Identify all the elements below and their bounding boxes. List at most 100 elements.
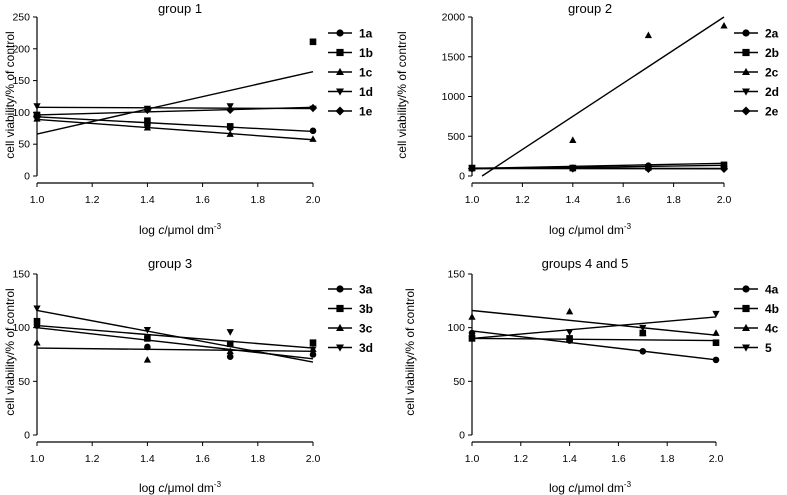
fit-line-2c: [481, 16, 725, 177]
legend-label-2c: 2c: [765, 66, 779, 80]
y-tick-label: 0: [459, 171, 465, 183]
y-tick-label: 150: [12, 269, 30, 281]
x-axis-label-prefix: log: [549, 223, 568, 237]
series-1c: 1c: [33, 66, 373, 142]
data-point-2e-1: [467, 164, 477, 173]
legend-marker-5: [742, 344, 750, 352]
data-point-5-3: [639, 324, 647, 332]
data-point-1c-2: [143, 123, 152, 131]
legend-label-2a: 2a: [765, 27, 779, 41]
data-point-3c-2: [143, 356, 152, 363]
legend-marker-2d: [742, 88, 750, 96]
x-axis-label: log c/μmol dm-3: [549, 480, 632, 495]
series-5: 5: [468, 310, 772, 355]
legend-marker-3a: [336, 285, 344, 293]
y-tick-label: 100: [447, 322, 465, 334]
data-point-2c-3: [644, 31, 653, 39]
x-tick-label: 1.2: [513, 453, 528, 465]
legend-label-2b: 2b: [765, 46, 779, 60]
legend-label-4c: 4c: [765, 322, 779, 336]
x-tick-label: 1.8: [666, 194, 681, 206]
legend-marker-1a: [336, 29, 344, 37]
x-tick-label: 1.0: [30, 453, 45, 465]
x-tick-label: 1.2: [515, 194, 530, 206]
x-axis-label-exponent: -3: [214, 222, 222, 231]
x-axis-label-unit: /μmol dm: [574, 223, 624, 237]
fit-line-1c: [36, 118, 314, 141]
legend-marker-2a: [742, 29, 750, 37]
x-axis-label-variable: c: [568, 223, 574, 237]
x-tick-label: 1.4: [562, 453, 577, 465]
x-axis-label-unit: /μmol dm: [164, 481, 214, 495]
data-point-3c-3: [226, 347, 234, 355]
y-tick-label: 50: [18, 139, 30, 151]
legend-marker-3d: [336, 344, 344, 352]
data-point-3b-2: [144, 335, 151, 342]
x-axis-label-prefix: log: [549, 481, 568, 495]
legend-marker-2b: [742, 48, 750, 57]
x-tick-label: 1.2: [85, 453, 100, 465]
series-1a: 1a: [33, 27, 373, 135]
series-2e: 2e: [467, 105, 779, 173]
y-tick-label: 50: [18, 376, 30, 388]
legend-label-4b: 4b: [765, 302, 779, 316]
data-point-3b-1: [33, 317, 41, 325]
fit-line-1e: [36, 106, 314, 116]
y-axis-label: cell viability/% of control: [3, 31, 17, 158]
series-2a: 2a: [468, 27, 779, 172]
data-point-3d-3: [226, 329, 234, 336]
data-point-5-4: [712, 310, 720, 318]
x-axis-label-variable: c: [568, 481, 574, 495]
legend-marker-1e: [335, 106, 345, 116]
x-tick-label: 1.8: [250, 453, 265, 465]
x-tick-label: 1.0: [30, 194, 45, 206]
y-axis-label: cell viability/% of control: [395, 31, 409, 158]
fit-line-3d: [36, 309, 314, 363]
x-tick-label: 2.0: [717, 194, 732, 206]
data-point-4a-4: [712, 356, 720, 364]
x-axis-label-variable: c: [158, 223, 164, 237]
x-axis-label-unit: /μmol dm: [574, 481, 624, 495]
y-tick-label: 0: [24, 430, 30, 442]
series-1d: 1d: [33, 85, 373, 113]
x-axis-label-exponent: -3: [624, 480, 632, 489]
fit-line-4c: [471, 309, 717, 336]
x-tick-label: 1.6: [616, 194, 631, 206]
data-point-1b-2: [144, 117, 151, 124]
x-tick-label: 1.6: [195, 453, 210, 465]
series-1e: 1e: [32, 103, 373, 121]
panel-group-2: group 2 0 500 1000 1500 2000 1.0 1.2 1.4 1.6 1.8 2.…: [395, 1, 779, 237]
y-tick-label: 0: [459, 430, 465, 442]
y-tick-label: 1500: [442, 51, 466, 63]
x-tick-label: 1.6: [611, 453, 626, 465]
legend-marker-1c: [336, 67, 344, 76]
series-4a: 4a: [468, 283, 779, 364]
chart-title: groups 4 and 5: [542, 256, 629, 271]
legend-label-3d: 3d: [359, 341, 373, 355]
legend-marker-4b: [742, 304, 750, 313]
data-point-3b-4: [309, 339, 317, 346]
legend-marker-2e: [741, 106, 751, 116]
legend-label-1d: 1d: [359, 85, 373, 99]
y-axis-label: cell viability/% of control: [3, 288, 17, 415]
data-point-4c-2: [565, 307, 574, 315]
legend-marker-3b: [336, 304, 344, 313]
x-tick-label: 1.6: [195, 194, 210, 206]
y-tick-label: 200: [12, 43, 30, 55]
legend-marker-3c: [336, 323, 344, 332]
fit-line-1a: [36, 116, 314, 133]
y-tick-label: 1000: [442, 91, 466, 103]
x-axis-label-exponent: -3: [214, 480, 222, 489]
data-point-1a-4: [309, 127, 317, 135]
x-axis-label-variable: c: [158, 481, 164, 495]
fit-line-4b: [471, 337, 717, 342]
data-point-2e-2: [568, 164, 577, 173]
chart-title: group 3: [148, 256, 192, 271]
data-point-1b-3: [226, 123, 234, 130]
x-axis-label: log c/μmol dm-3: [139, 222, 222, 237]
series-2d: 2d: [468, 85, 779, 173]
data-point-1c-4: [309, 135, 317, 142]
x-tick-label: 1.4: [140, 194, 155, 206]
series-2b: 2b: [468, 46, 779, 172]
